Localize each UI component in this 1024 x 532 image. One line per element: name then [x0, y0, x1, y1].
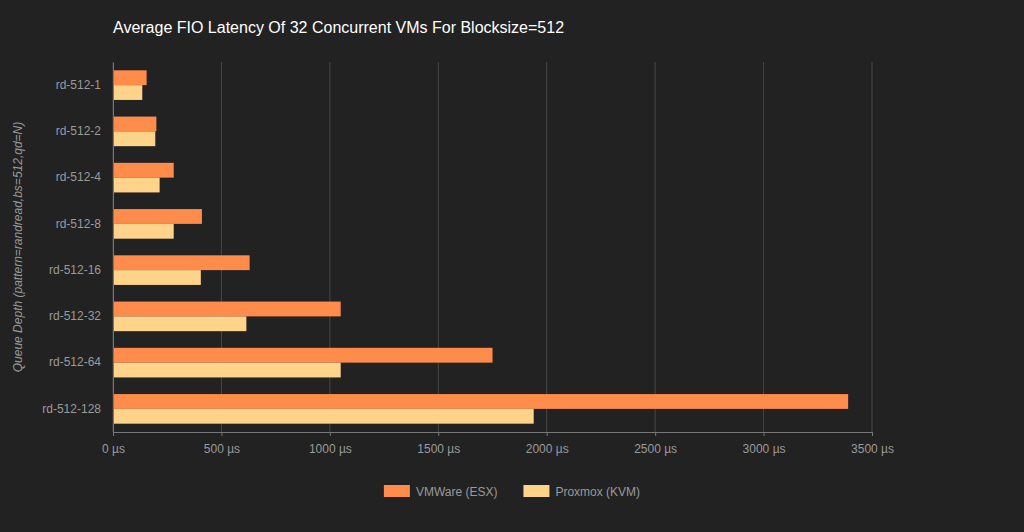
legend-label: Proxmox (KVM) [555, 485, 640, 499]
legend: VMWare (ESX) Proxmox (KVM) [384, 485, 640, 499]
tick-label: 3000 µs [743, 442, 786, 456]
tick-label: 2500 µs [634, 442, 677, 456]
grid [113, 62, 872, 432]
axis-line [113, 63, 114, 433]
grid-line [113, 62, 114, 432]
background [0, 0, 1024, 532]
tick: 2500 µs [634, 432, 677, 456]
tick-label: rd-512-1 [56, 78, 102, 92]
tick-label: 1500 µs [417, 442, 460, 456]
tick-label: rd-512-16 [49, 263, 101, 277]
tick: rd-512-1 [56, 78, 102, 92]
tick: 1000 µs [309, 432, 352, 456]
axis-line [114, 433, 873, 437]
tick: rd-512-128 [42, 402, 101, 416]
grid-line [872, 62, 873, 432]
tick-label: rd-512-128 [42, 402, 101, 416]
tick-label: 1000 µs [309, 442, 352, 456]
y-axis: rd-512-1 rd-512-2 rd-512-4 rd-512-8 rd-512-1… [42, 63, 113, 433]
bar [113, 316, 246, 331]
chart-container: 0 µs 500 µs 1000 µs 1500 µs 2000 µs 2500 µs 30… [0, 0, 1024, 532]
tick-label: rd-512-32 [49, 309, 101, 323]
bar [113, 131, 155, 146]
grid-line [655, 62, 656, 432]
tick-label: rd-512-64 [49, 355, 101, 369]
tick: rd-512-8 [56, 217, 102, 231]
bar [113, 409, 534, 424]
bar [113, 70, 147, 85]
bar [113, 270, 201, 285]
tick: 2000 µs [526, 432, 569, 456]
tick-label: rd-512-2 [56, 124, 102, 138]
chart-svg: 0 µs 500 µs 1000 µs 1500 µs 2000 µs 2500 µs 30… [0, 0, 1024, 532]
legend-item: VMWare (ESX) [384, 485, 498, 499]
tick: 3500 µs [851, 432, 894, 456]
tick-label: 2000 µs [526, 442, 569, 456]
tick: 500 µs [204, 432, 240, 456]
bar [113, 163, 174, 178]
legend-swatch [384, 485, 410, 497]
legend-swatch [523, 485, 549, 497]
tick-label: rd-512-4 [56, 170, 102, 184]
tick-label: 3500 µs [851, 442, 894, 456]
bar [113, 302, 341, 317]
axis-title: Queue Depth (pattern=randread,bs=512,qd=… [11, 122, 25, 373]
tick-label: rd-512-8 [56, 217, 102, 231]
tick-mark [330, 432, 331, 436]
tick: rd-512-64 [49, 355, 101, 369]
bar [113, 178, 160, 193]
x-axis: 0 µs 500 µs 1000 µs 1500 µs 2000 µs 2500 µs 30… [102, 432, 894, 456]
tick: 3000 µs [743, 432, 786, 456]
tick: rd-512-16 [49, 263, 101, 277]
legend-label: VMWare (ESX) [416, 485, 498, 499]
bar [113, 363, 341, 378]
tick-mark [438, 432, 439, 436]
bars [113, 70, 848, 423]
tick: 1500 µs [417, 432, 460, 456]
bar [113, 348, 493, 363]
grid-line [546, 62, 547, 432]
bar [113, 85, 142, 100]
bar [113, 209, 202, 224]
bar [113, 117, 156, 132]
legend-item: Proxmox (KVM) [523, 485, 640, 499]
tick: 0 µs [102, 432, 125, 456]
tick-mark [764, 432, 765, 436]
tick: rd-512-4 [56, 170, 102, 184]
tick-label: 500 µs [204, 442, 240, 456]
tick-mark [872, 432, 873, 436]
tick-mark [547, 432, 548, 436]
bar [113, 255, 250, 270]
grid-line [438, 62, 439, 432]
tick: rd-512-2 [56, 124, 102, 138]
tick-label: 0 µs [102, 442, 125, 456]
tick-mark [113, 432, 114, 436]
title: Average FIO Latency Of 32 Concurrent VMs… [113, 19, 564, 36]
bar [113, 224, 174, 239]
tick-mark [221, 432, 222, 436]
grid-line [763, 62, 764, 432]
tick-mark [655, 432, 656, 436]
plot: 0 µs 500 µs 1000 µs 1500 µs 2000 µs 2500 µs 30… [42, 62, 894, 456]
bar [113, 394, 848, 409]
tick: rd-512-32 [49, 309, 101, 323]
